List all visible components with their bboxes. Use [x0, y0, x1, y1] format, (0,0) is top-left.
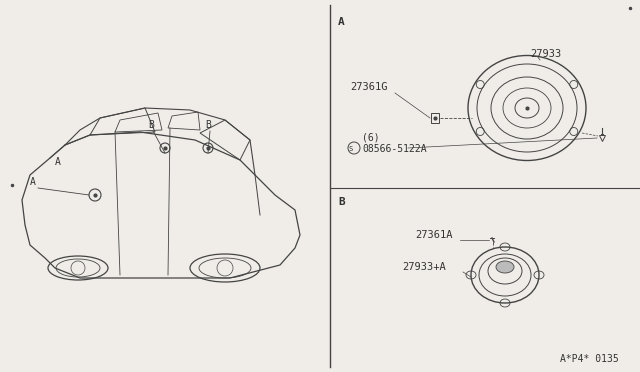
Text: B: B [338, 197, 345, 207]
Text: B: B [205, 120, 211, 130]
Text: B: B [148, 120, 154, 130]
Text: 27933+A: 27933+A [402, 262, 445, 272]
Text: A: A [55, 157, 61, 167]
Text: A: A [30, 177, 36, 187]
Text: 27361A: 27361A [415, 230, 452, 240]
Text: (6): (6) [362, 132, 380, 142]
Ellipse shape [496, 261, 514, 273]
Text: 27361G: 27361G [350, 82, 387, 92]
Text: 08566-5122A: 08566-5122A [362, 144, 427, 154]
Text: A*P4* 0135: A*P4* 0135 [560, 354, 619, 364]
Text: A: A [338, 17, 345, 27]
Text: 27933: 27933 [530, 49, 561, 59]
Text: S: S [349, 146, 353, 152]
